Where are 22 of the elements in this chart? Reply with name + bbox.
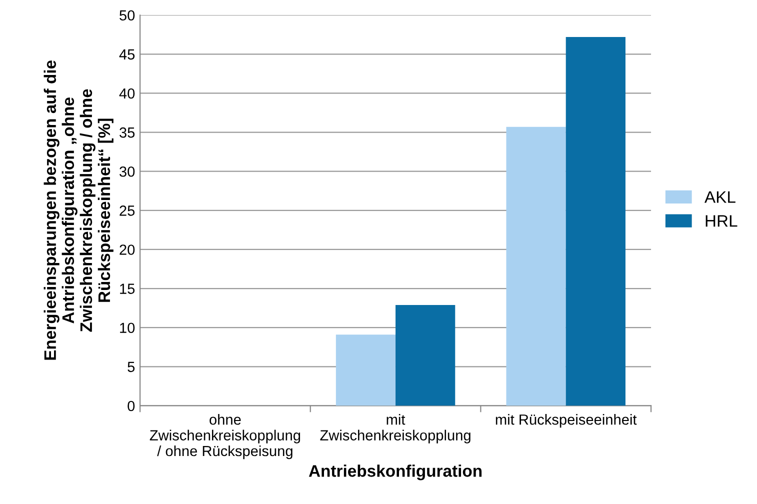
y-tick-label: 30	[120, 166, 135, 177]
legend-label: AKL	[704, 191, 736, 203]
bar	[566, 36, 626, 406]
legend-label: HRL	[706, 215, 738, 227]
y-tick-label: 10	[120, 322, 135, 334]
y-axis-title: Energieeinsparungen bezogen auf die Antriebskonfiguration „ohne Zwischenkreiskopplung / ohne Rückspeiseeinheit“ [%]	[44, 60, 114, 360]
y-tick-label: 50	[120, 10, 135, 21]
x-tick-label: mit Rückspeiseeinheit	[496, 414, 637, 428]
bar	[506, 126, 566, 406]
y-tick-label: 20	[120, 244, 135, 255]
y-tick-label: 15	[120, 284, 135, 294]
y-tick-label: 25	[120, 206, 135, 216]
y-tick-label: 5	[128, 362, 135, 372]
y-tick-label: 40	[119, 88, 135, 99]
bar	[396, 304, 456, 406]
y-tick-label: 0	[128, 400, 135, 412]
y-tick-label: 35	[120, 127, 135, 138]
x-axis-title: Antriebskonfiguration	[308, 464, 482, 480]
x-tick-label: ohne Zwischenkreiskopplung / ohne Rückspeisung	[150, 414, 300, 460]
x-tick-label: mit Zwischenkreiskopplung	[320, 414, 470, 444]
y-tick-label: 45	[119, 49, 135, 60]
bar	[336, 334, 396, 406]
